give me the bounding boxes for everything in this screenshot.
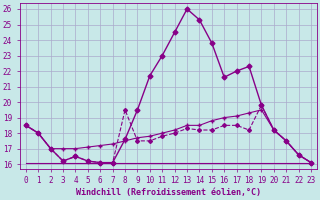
X-axis label: Windchill (Refroidissement éolien,°C): Windchill (Refroidissement éolien,°C) (76, 188, 261, 197)
